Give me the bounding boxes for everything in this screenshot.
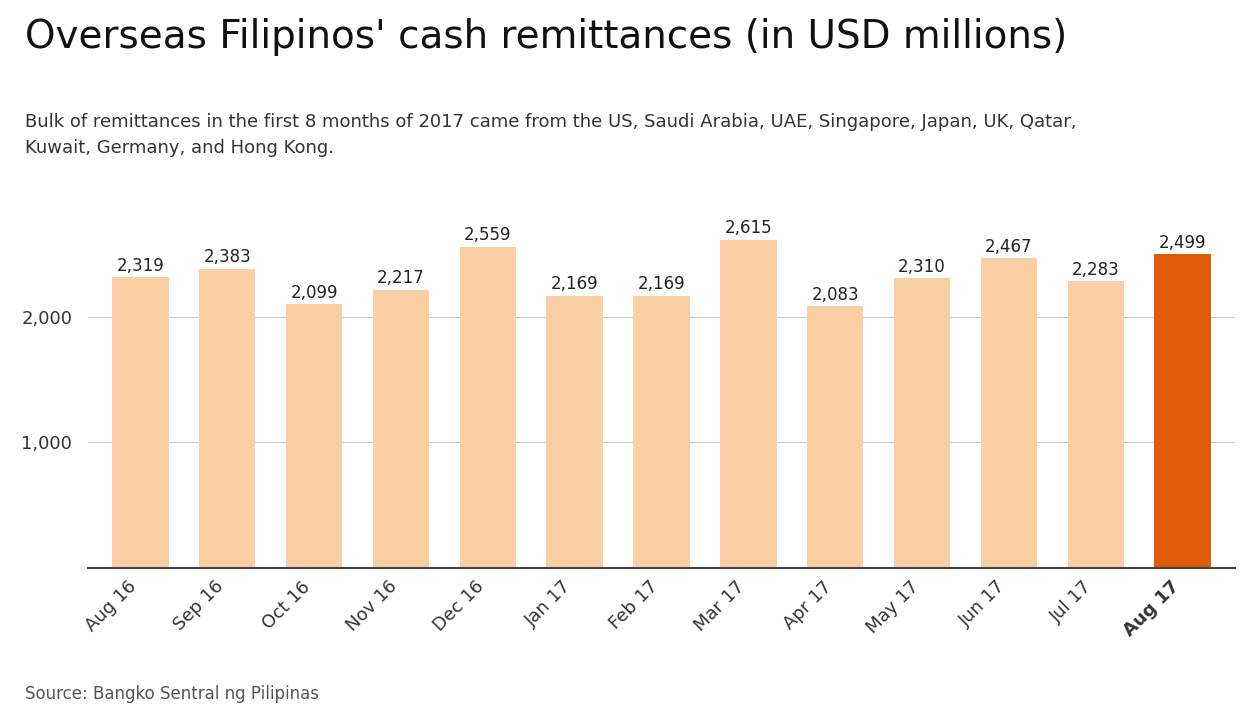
Text: 2,319: 2,319 xyxy=(116,256,164,274)
Bar xyxy=(893,278,950,568)
Text: Bulk of remittances in the first 8 months of 2017 came from the US, Saudi Arabia: Bulk of remittances in the first 8 month… xyxy=(25,113,1077,157)
Bar xyxy=(634,296,689,568)
Text: 2,217: 2,217 xyxy=(377,269,425,288)
Text: 2,467: 2,467 xyxy=(985,238,1033,256)
Text: 2,615: 2,615 xyxy=(724,219,772,237)
Text: 2,283: 2,283 xyxy=(1072,261,1120,279)
Bar xyxy=(547,296,602,568)
Bar xyxy=(460,247,517,568)
Bar xyxy=(112,277,169,568)
Bar xyxy=(1067,281,1124,568)
Text: 2,169: 2,169 xyxy=(638,275,685,293)
Text: Source: Bangko Sentral ng Pilipinas: Source: Bangko Sentral ng Pilipinas xyxy=(25,684,319,703)
Bar xyxy=(373,290,430,568)
Bar xyxy=(199,269,256,568)
Text: 2,310: 2,310 xyxy=(898,258,946,276)
Text: 2,383: 2,383 xyxy=(203,248,251,266)
Text: 2,099: 2,099 xyxy=(290,284,338,302)
Bar xyxy=(980,258,1037,568)
Bar xyxy=(1154,254,1211,568)
Text: 2,169: 2,169 xyxy=(551,275,598,293)
Text: 2,083: 2,083 xyxy=(811,286,859,304)
Bar xyxy=(286,304,343,568)
Bar xyxy=(806,306,863,568)
Text: Overseas Filipinos' cash remittances (in USD millions): Overseas Filipinos' cash remittances (in… xyxy=(25,18,1067,56)
Text: 2,559: 2,559 xyxy=(464,226,512,245)
Text: 2,499: 2,499 xyxy=(1159,234,1206,252)
Bar xyxy=(721,240,776,568)
